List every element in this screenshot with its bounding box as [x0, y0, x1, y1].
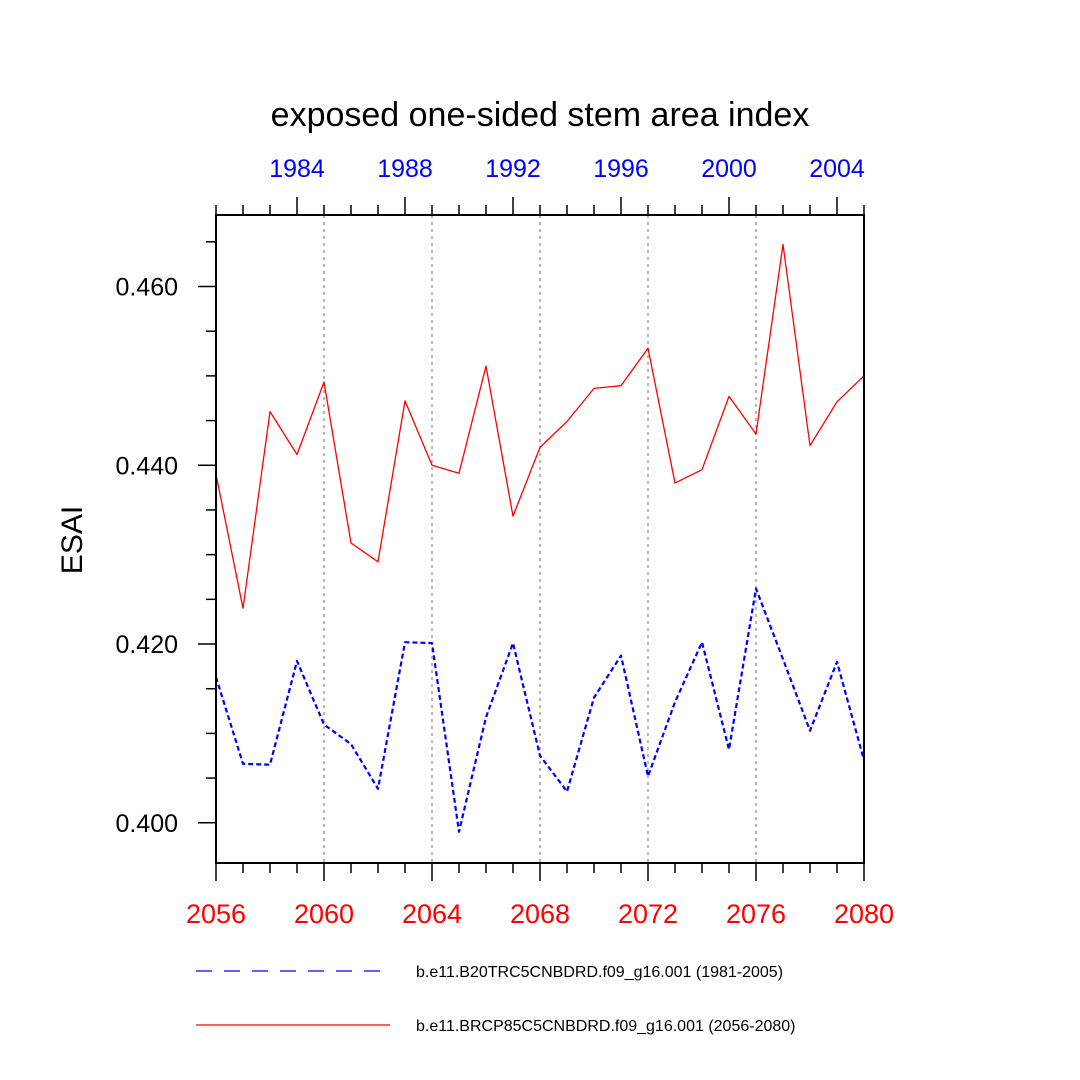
legend: b.e11.B20TRC5CNBDRD.f09_g16.001 (1981-20… [196, 964, 795, 1035]
series-line-historical [214, 587, 866, 833]
grid-lines [323, 215, 757, 863]
legend-label-historical: b.e11.B20TRC5CNBDRD.f09_g16.001 (1981-20… [416, 964, 783, 981]
axis-ticks [198, 197, 865, 881]
x-tick-label: 2076 [726, 899, 786, 929]
x2-tick-label: 1988 [377, 155, 433, 183]
tick-labels: 0.400 0.420 0.440 0.460 2056 2060 2064 2068 2072… [115, 155, 894, 929]
x2-tick-label: 1996 [593, 155, 649, 183]
x-tick-label: 2056 [186, 899, 246, 929]
y-tick-label: 0.460 [115, 274, 178, 302]
y-axis-label: ESAI [56, 506, 89, 574]
y-tick-label: 0.440 [115, 452, 178, 480]
series-line-rcp85 [215, 243, 865, 609]
x-tick-label: 2060 [294, 899, 354, 929]
x-tick-label: 2072 [618, 899, 678, 929]
x2-tick-label: 1984 [269, 155, 325, 183]
series-lines [214, 243, 866, 833]
plot-frame [215, 214, 865, 864]
y-tick-label: 0.420 [115, 631, 178, 659]
x2-tick-label: 2004 [809, 155, 865, 183]
x2-tick-label: 1992 [485, 155, 541, 183]
chart-title: exposed one-sided stem area index [271, 96, 810, 134]
y-tick-label: 0.400 [115, 810, 178, 838]
x-tick-label: 2068 [510, 899, 570, 929]
x2-tick-label: 2000 [701, 155, 757, 183]
legend-label-rcp85: b.e11.BRCP85C5CNBDRD.f09_g16.001 (2056-2… [416, 1018, 795, 1035]
x-tick-label: 2064 [402, 899, 462, 929]
x-tick-label: 2080 [834, 899, 894, 929]
